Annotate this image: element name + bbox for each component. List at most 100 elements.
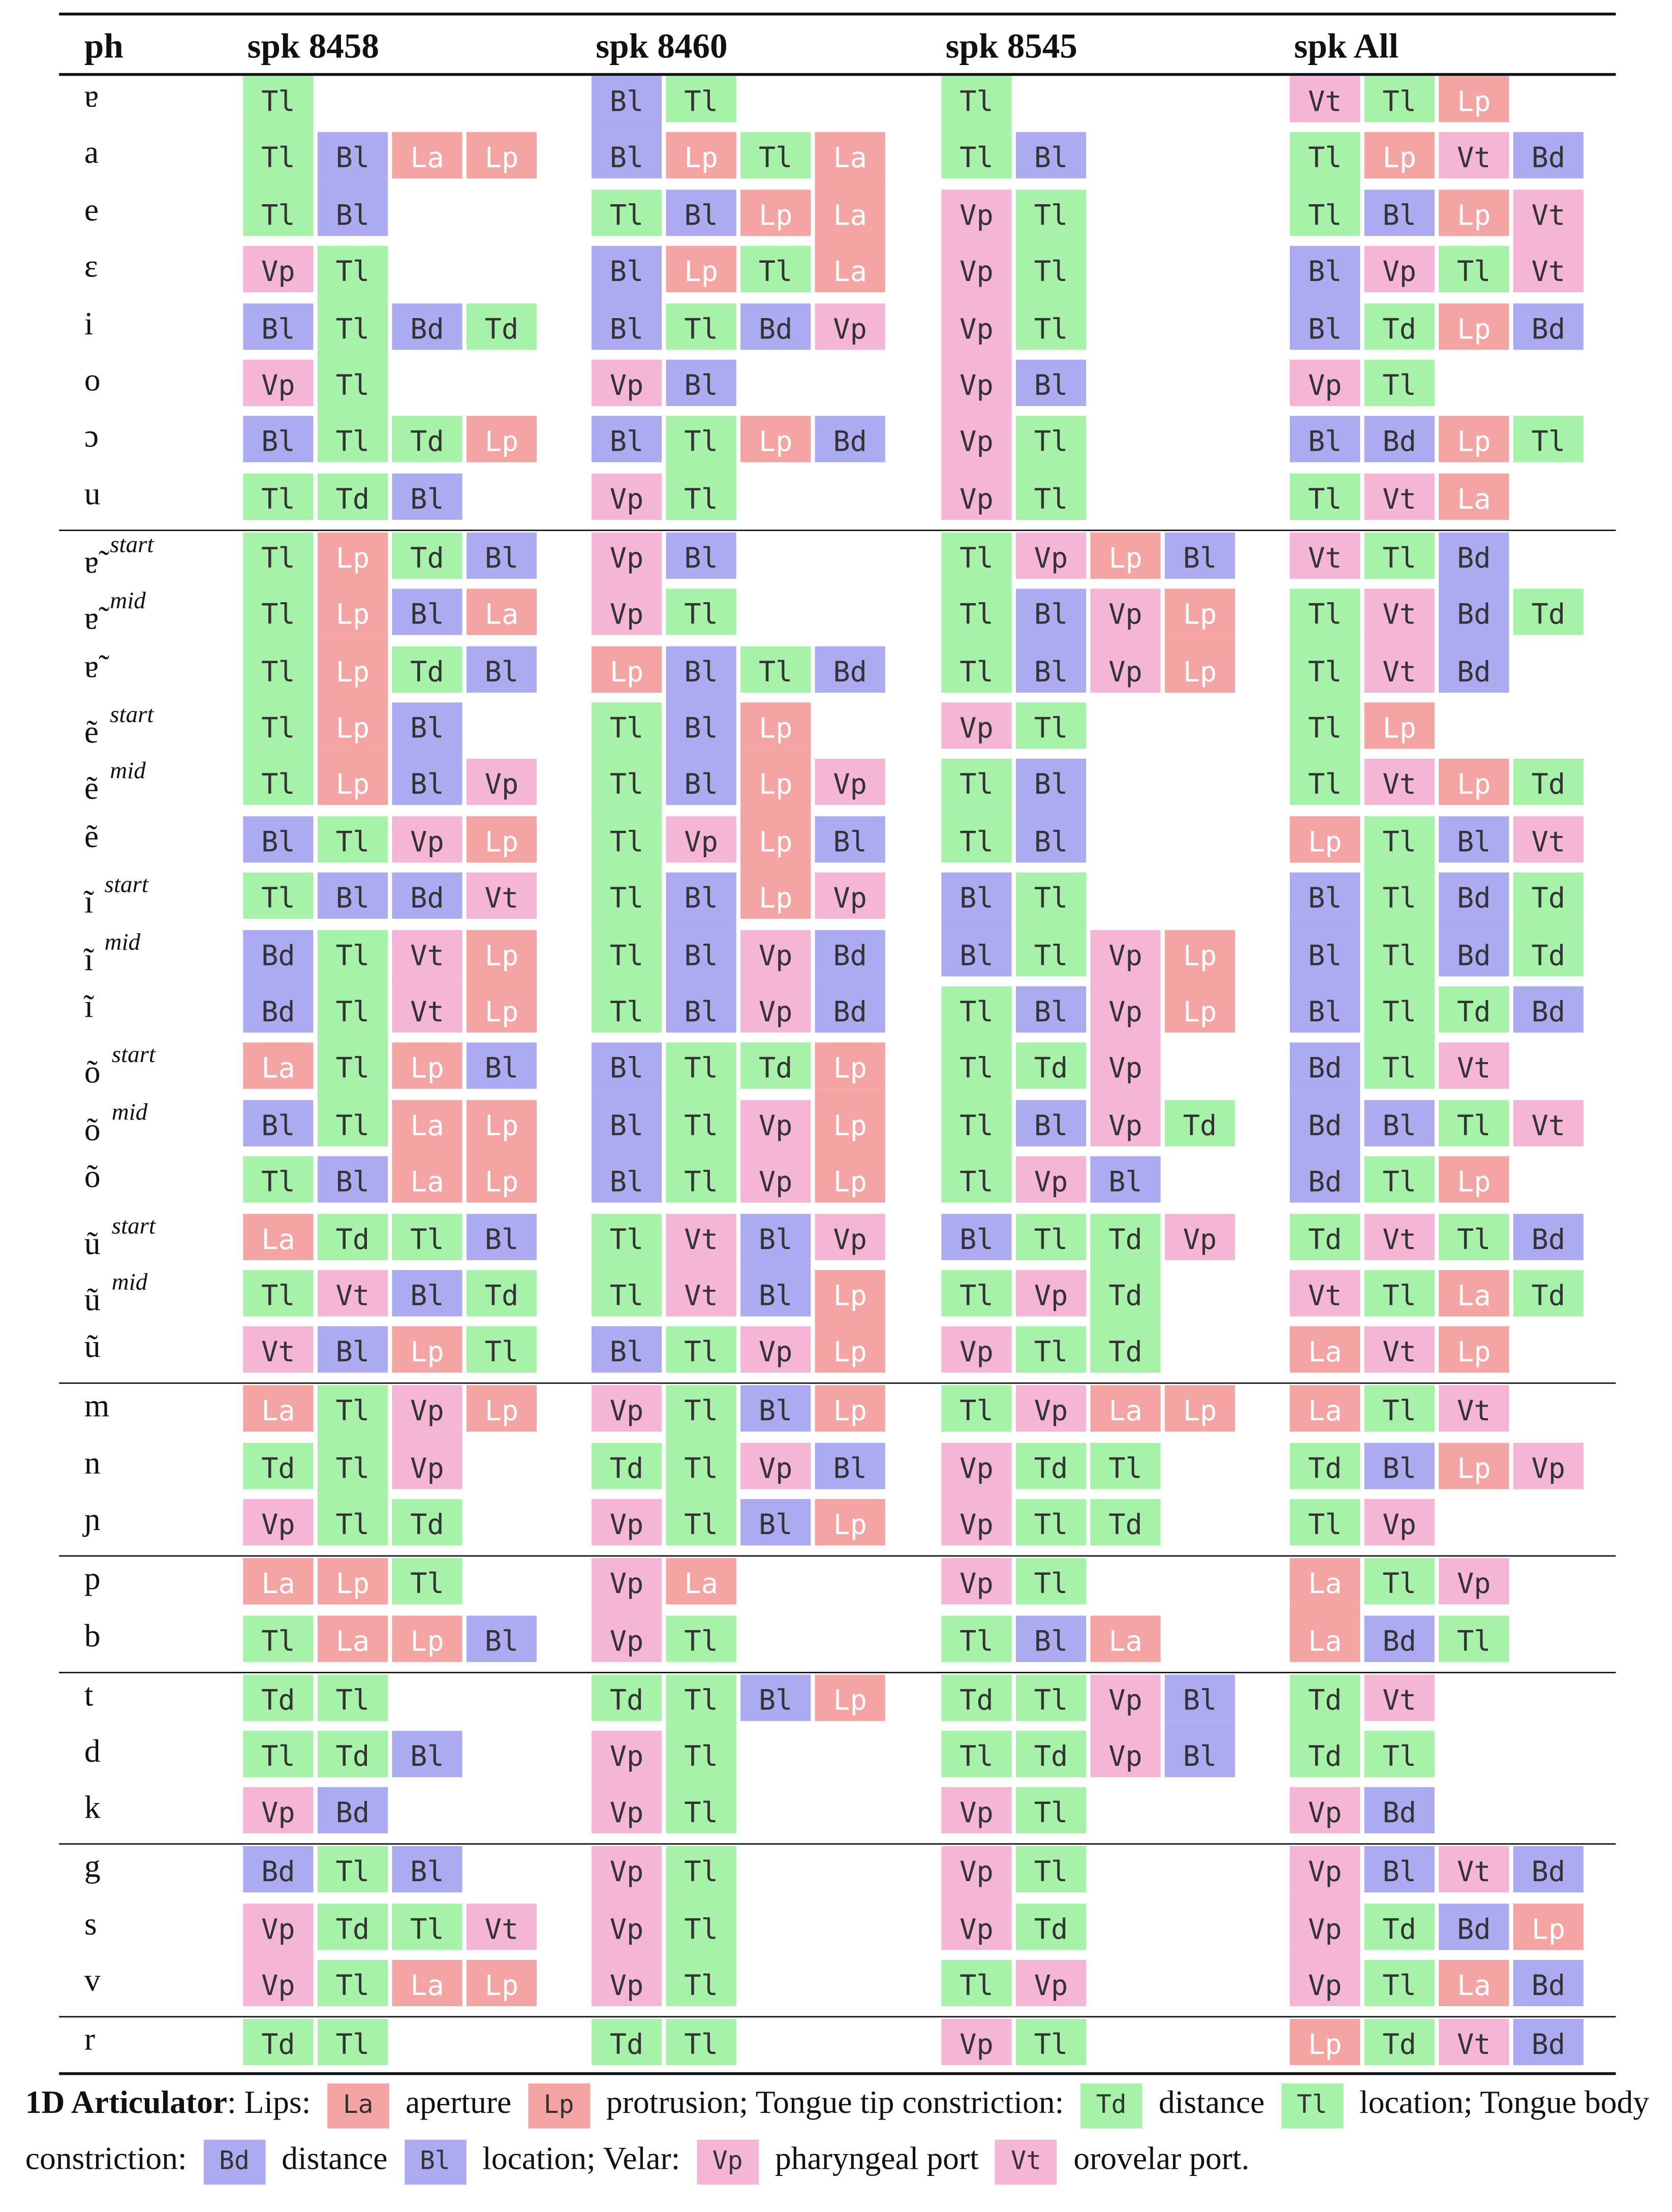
articulator-tag: Vp (591, 1731, 662, 1778)
articulator-tag: Tl (1015, 416, 1087, 463)
phoneme: g (84, 1847, 101, 1889)
articulator-tag: Vp (1290, 1846, 1360, 1893)
articulator-tag: Vt (243, 1326, 314, 1374)
articulator-tag: Tl (666, 1949, 736, 2007)
articulator-tag: Tl (666, 1489, 736, 1546)
articulator-tag: Tl (941, 1615, 1012, 1662)
articulator-tag: Bd (815, 929, 885, 976)
legend-tag: Tl (1281, 2083, 1343, 2128)
phoneme: õmid (84, 1098, 147, 1151)
articulator-tag: Td (1290, 1720, 1360, 1778)
articulator-tag: Tl (1290, 132, 1360, 179)
articulator-tag: Vp (941, 1326, 1012, 1374)
articulator-tag: Vp (941, 2019, 1012, 2066)
articulator-tag: Bd (1364, 416, 1435, 463)
articulator-tag: La (1290, 1558, 1360, 1605)
articulator-tag: Vt (392, 929, 462, 976)
articulator-tag: Tl (466, 1326, 537, 1374)
phoneme: ɔ (84, 416, 99, 458)
articulator-tag: Bl (1364, 1100, 1435, 1146)
phoneme-symbol: b (84, 1617, 101, 1653)
articulator-tag: Vp (1090, 1033, 1161, 1089)
phoneme-symbol: p (84, 1561, 101, 1597)
articulator-tag: La (392, 1146, 462, 1203)
phoneme: ĩmid (84, 928, 140, 981)
articulator-tag: Bl (941, 873, 1012, 919)
phoneme-symbol: ɛ (84, 248, 98, 284)
articulator-tag: Vp (941, 349, 1012, 406)
articulator-tag: Vp (591, 1777, 662, 1834)
articulator-tag: Lp (815, 1270, 885, 1317)
phoneme-position: start (104, 871, 148, 898)
articulator-tag: Td (1015, 1442, 1087, 1489)
articulator-tag: Tl (1364, 1156, 1435, 1203)
articulator-tag: Vp (591, 1846, 662, 1893)
articulator-tag: Bl (740, 1259, 811, 1317)
articulator-tag: Tl (1290, 473, 1360, 520)
articulator-tag: Bl (1015, 759, 1087, 806)
articulator-tag: Vp (941, 462, 1012, 520)
articulator-tag: Tl (941, 986, 1012, 1033)
articulator-tag: Tl (1015, 2019, 1087, 2066)
articulator-tag: Lp (392, 1615, 462, 1662)
phoneme-symbol: ẽ (84, 819, 99, 854)
articulator-tag: Bl (591, 76, 662, 122)
articulator-tag: Bl (1015, 1100, 1087, 1146)
phoneme-symbol: ɐ̃ (84, 544, 99, 580)
articulator-tag: Lp (1439, 189, 1509, 236)
phoneme-symbol: t (84, 1676, 94, 1712)
articulator-tag: Vp (1290, 1893, 1360, 1950)
articulator-tag: Tl (1364, 1960, 1435, 2007)
phoneme-symbol: n (84, 1445, 101, 1481)
articulator-tag: Tl (317, 929, 388, 976)
articulator-tag: Tl (1364, 816, 1435, 862)
articulator-tag: Bd (243, 1846, 314, 1893)
articulator-tag: Bl (591, 246, 662, 293)
articulator-tag: Bl (1290, 416, 1360, 463)
articulator-tag: Bl (591, 416, 662, 463)
legend-text: location; Tongue body constriction: (25, 2084, 1650, 2176)
phoneme-symbol: ẽ (84, 771, 99, 807)
articulator-tag: La (1290, 1386, 1360, 1432)
articulator-tag: Bl (392, 702, 462, 749)
phoneme-position: start (111, 1211, 156, 1239)
articulator-tag: Vt (1364, 1326, 1435, 1374)
articulator-tag: Vp (591, 1949, 662, 2007)
articulator-tag: Tl (1439, 1213, 1509, 1260)
articulator-tag: Vp (591, 1386, 662, 1432)
articulator-tag: Tl (243, 749, 314, 806)
articulator-tag: Tl (1364, 1731, 1435, 1778)
articulator-tag: Vt (317, 1270, 388, 1317)
articulator-tag: Lp (740, 189, 811, 236)
articulator-tag: Tl (740, 246, 811, 293)
articulator-tag: Lp (466, 1960, 537, 2007)
articulator-tag: Td (1513, 588, 1584, 636)
phoneme-position: start (110, 531, 154, 558)
articulator-tag: Bl (740, 1386, 811, 1432)
articulator-tag: Td (243, 1674, 314, 1721)
phoneme-symbol: o (84, 362, 101, 398)
articulator-tag: Tl (591, 702, 662, 749)
articulator-tag: Lp (317, 532, 388, 579)
legend-text: protrusion; Tongue tip constriction: (598, 2084, 1072, 2120)
articulator-tag: Tl (243, 1731, 314, 1778)
articulator-tag: Td (392, 416, 462, 463)
articulator-tag: Tl (1290, 179, 1360, 236)
phoneme: t (84, 1674, 94, 1716)
articulator-tag: Lp (466, 416, 537, 463)
phoneme: e (84, 190, 99, 232)
articulator-tag: Bl (666, 692, 736, 749)
articulator-tag: Td (1290, 1674, 1360, 1721)
phoneme: d (84, 1731, 101, 1773)
articulator-tag: Bl (1290, 919, 1360, 976)
articulator-tag: La (815, 179, 885, 236)
column-header: spk 8458 (247, 28, 379, 66)
articulator-tag: Lp (740, 702, 811, 749)
articulator-tag: Tl (243, 873, 314, 919)
articulator-tag: Tl (243, 692, 314, 749)
articulator-tag: Lp (317, 578, 388, 636)
articulator-tag: Tl (1015, 873, 1087, 919)
articulator-tag: Vp (941, 1558, 1012, 1605)
articulator-tag: Vp (941, 189, 1012, 236)
articulator-tag: Vp (591, 359, 662, 407)
